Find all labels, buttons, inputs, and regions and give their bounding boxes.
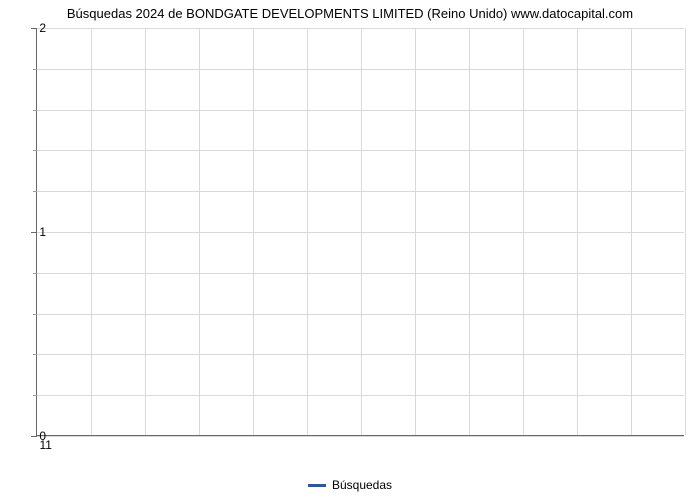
legend-label: Búsquedas [332,478,392,492]
gridline-vertical [361,28,362,435]
gridline-vertical [253,28,254,435]
x-tick-label: 11 [39,438,51,452]
gridline-vertical [199,28,200,435]
gridline-vertical [469,28,470,435]
y-tick-minor [33,354,37,355]
legend-swatch [308,484,326,487]
gridline-vertical [685,28,686,435]
y-tick-minor [33,110,37,111]
gridline-vertical [145,28,146,435]
gridline-vertical [415,28,416,435]
y-tick-minor [33,273,37,274]
y-tick-minor [33,69,37,70]
y-tick-label: 2 [26,21,46,35]
y-tick-minor [33,314,37,315]
chart-title: Búsquedas 2024 de BONDGATE DEVELOPMENTS … [0,6,700,21]
gridline-horizontal [37,436,684,437]
legend: Búsquedas [0,478,700,492]
gridline-vertical [631,28,632,435]
gridline-vertical [523,28,524,435]
plot-area [36,28,684,436]
y-tick-minor [33,395,37,396]
gridline-vertical [577,28,578,435]
gridline-vertical [91,28,92,435]
gridline-vertical [307,28,308,435]
y-tick-minor [33,191,37,192]
y-tick-label: 1 [26,225,46,239]
y-tick-minor [33,150,37,151]
